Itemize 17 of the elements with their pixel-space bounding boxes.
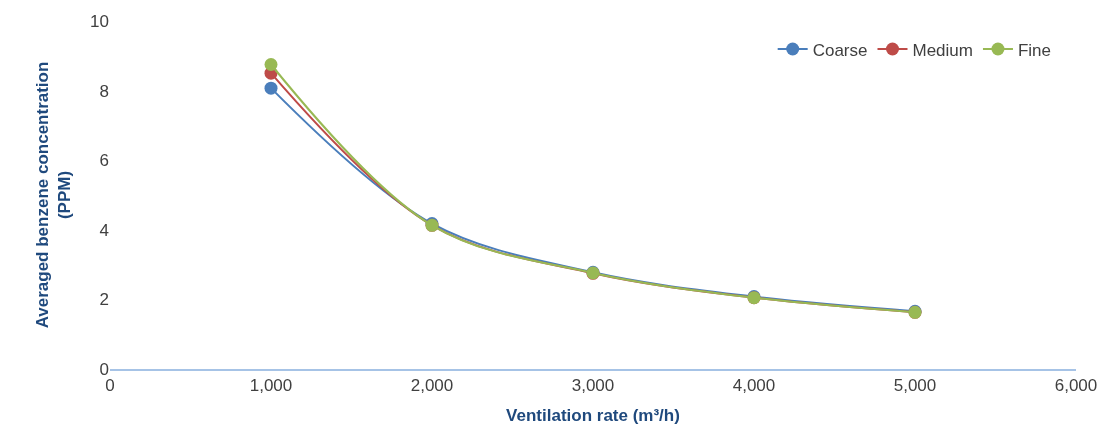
y-tick-label: 2 <box>99 290 109 310</box>
y-tick-label: 4 <box>99 220 109 240</box>
x-tick-label: 1,000 <box>249 376 293 396</box>
y-tick-label: 6 <box>99 151 109 171</box>
x-axis-title: Ventilation rate (m³/h) <box>506 406 680 426</box>
x-tick-label: 6,000 <box>1054 376 1098 396</box>
y-tick-label: 8 <box>99 81 109 101</box>
y-tick-label: 0 <box>99 359 109 379</box>
y-axis-title: Averaged benzene concentration (PPM) <box>32 61 74 329</box>
y-tick-label: 10 <box>90 11 109 31</box>
legend-label: Coarse <box>812 40 868 60</box>
legend-label: Fine <box>1017 40 1052 60</box>
x-tick-label: 4,000 <box>732 376 776 396</box>
x-tick-label: 2,000 <box>410 376 454 396</box>
x-tick-label: 5,000 <box>893 376 937 396</box>
x-tick-label: 3,000 <box>571 376 615 396</box>
legend-label: Medium <box>912 40 973 60</box>
